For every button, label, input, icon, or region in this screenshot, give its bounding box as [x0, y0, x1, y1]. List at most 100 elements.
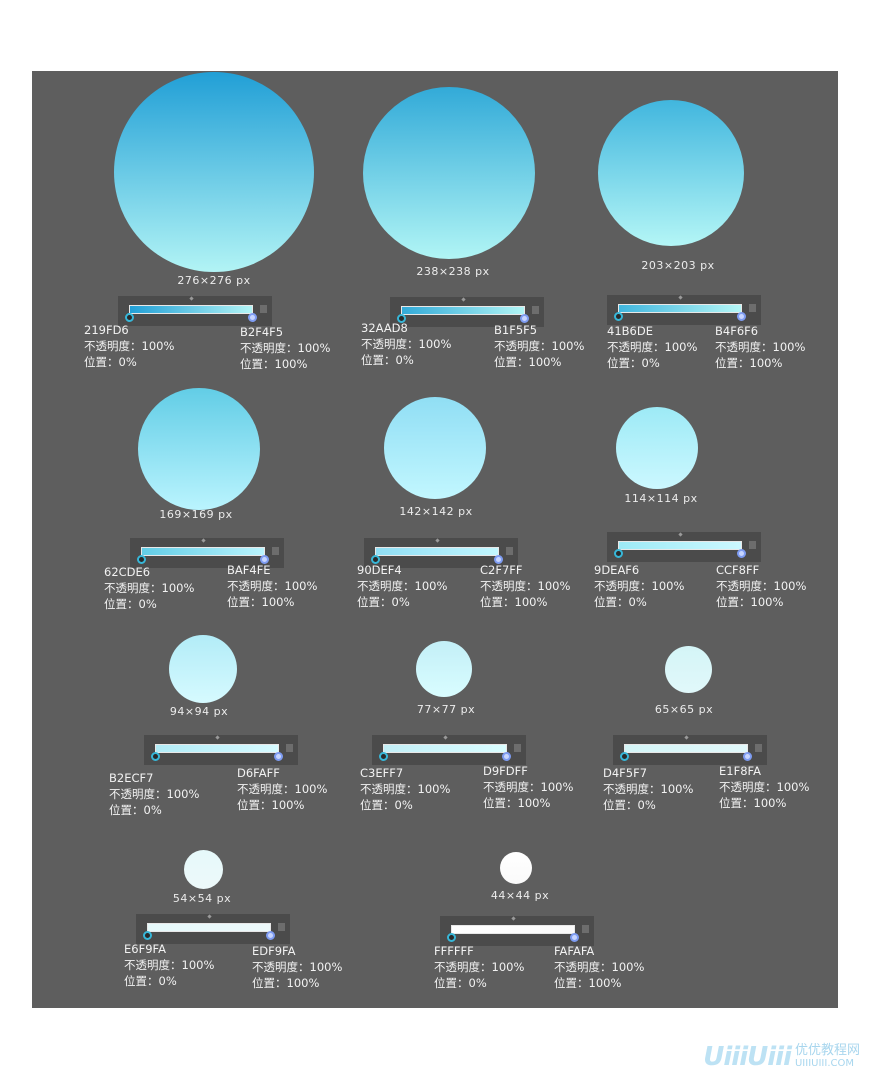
opacity-text: 不透明度：100%: [603, 782, 694, 796]
gradient-bar[interactable]: [618, 541, 742, 550]
gradient-editor[interactable]: [130, 538, 284, 568]
color-stop-right-handle[interactable]: [570, 933, 579, 942]
hex-code: 219FD6: [84, 323, 129, 337]
color-stop-right-handle[interactable]: [737, 312, 746, 321]
hex-code: 62CDE6: [104, 565, 151, 579]
color-stop-left-handle[interactable]: [614, 312, 623, 321]
position-text: 位置：0%: [109, 803, 162, 817]
gradient-editor[interactable]: [607, 532, 761, 562]
gradient-bar[interactable]: [383, 744, 507, 753]
gradient-bar[interactable]: [375, 547, 499, 556]
color-stop-right-handle[interactable]: [502, 752, 511, 761]
opacity-text: 不透明度：100%: [109, 787, 200, 801]
delete-stop-icon[interactable]: [514, 744, 521, 752]
midpoint-diamond-icon[interactable]: [678, 532, 683, 537]
color-stop-left-handle[interactable]: [371, 555, 380, 564]
position-text: 位置：100%: [483, 796, 551, 810]
color-stop-right-handle[interactable]: [248, 313, 257, 322]
gradient-circle: [114, 72, 314, 272]
hex-code: CCF8FF: [716, 563, 760, 577]
color-stop-left-handle[interactable]: [397, 314, 406, 323]
delete-stop-icon[interactable]: [749, 304, 756, 312]
opacity-text: 不透明度：100%: [434, 960, 525, 974]
end-stop-info: BAF4FE 不透明度：100% 位置：100%: [227, 562, 317, 610]
gradient-editor[interactable]: [390, 297, 544, 327]
gradient-editor[interactable]: [372, 735, 526, 765]
opacity-text: 不透明度：100%: [360, 782, 451, 796]
color-stop-left-handle[interactable]: [447, 933, 456, 942]
end-stop-info: E1F8FA 不透明度：100% 位置：100%: [719, 763, 809, 811]
opacity-text: 不透明度：100%: [483, 780, 574, 794]
color-stop-right-handle[interactable]: [737, 549, 746, 558]
color-stop-left-handle[interactable]: [151, 752, 160, 761]
color-stop-left-handle[interactable]: [614, 549, 623, 558]
delete-stop-icon[interactable]: [260, 305, 267, 313]
delete-stop-icon[interactable]: [278, 923, 285, 931]
gradient-editor[interactable]: [440, 916, 594, 946]
midpoint-diamond-icon[interactable]: [678, 295, 683, 300]
gradient-bar[interactable]: [147, 923, 271, 932]
midpoint-diamond-icon[interactable]: [511, 916, 516, 921]
color-stop-right-handle[interactable]: [494, 555, 503, 564]
gradient-editor[interactable]: [118, 296, 272, 326]
gradient-editor[interactable]: [613, 735, 767, 765]
delete-stop-icon[interactable]: [582, 925, 589, 933]
size-label: 94×94 px: [169, 705, 229, 718]
color-stop-left-handle[interactable]: [620, 752, 629, 761]
midpoint-diamond-icon[interactable]: [207, 914, 212, 919]
gradient-circle: [169, 635, 237, 703]
delete-stop-icon[interactable]: [755, 744, 762, 752]
opacity-text: 不透明度：100%: [252, 960, 343, 974]
start-stop-info: FFFFFF 不透明度：100% 位置：0%: [434, 943, 524, 991]
midpoint-diamond-icon[interactable]: [443, 735, 448, 740]
opacity-text: 不透明度：100%: [480, 579, 571, 593]
midpoint-diamond-icon[interactable]: [461, 297, 466, 302]
midpoint-diamond-icon[interactable]: [435, 538, 440, 543]
end-stop-info: CCF8FF 不透明度：100% 位置：100%: [716, 562, 806, 610]
position-text: 位置：100%: [237, 798, 305, 812]
color-stop-right-handle[interactable]: [274, 752, 283, 761]
color-stop-left-handle[interactable]: [137, 555, 146, 564]
gradient-bar[interactable]: [618, 304, 742, 313]
gradient-editor[interactable]: [364, 538, 518, 568]
color-stop-right-handle[interactable]: [520, 314, 529, 323]
hex-code: B1F5F5: [494, 323, 538, 337]
size-label: 203×203 px: [641, 259, 715, 272]
midpoint-diamond-icon[interactable]: [684, 735, 689, 740]
gradient-bar[interactable]: [129, 305, 253, 314]
color-stop-left-handle[interactable]: [143, 931, 152, 940]
delete-stop-icon[interactable]: [286, 744, 293, 752]
color-stop-right-handle[interactable]: [260, 555, 269, 564]
delete-stop-icon[interactable]: [272, 547, 279, 555]
color-stop-left-handle[interactable]: [379, 752, 388, 761]
delete-stop-icon[interactable]: [532, 306, 539, 314]
gradient-circle: [363, 87, 535, 259]
watermark-logo: UiiiUiii: [703, 1042, 792, 1072]
midpoint-diamond-icon[interactable]: [189, 296, 194, 301]
midpoint-diamond-icon[interactable]: [201, 538, 206, 543]
gradient-circle: [416, 641, 472, 697]
gradient-bar[interactable]: [451, 925, 575, 934]
gradient-circle: [500, 852, 532, 884]
gradient-bar[interactable]: [401, 306, 525, 315]
color-stop-right-handle[interactable]: [743, 752, 752, 761]
position-text: 位置：0%: [361, 353, 414, 367]
gradient-editor[interactable]: [144, 735, 298, 765]
gradient-bar[interactable]: [155, 744, 279, 753]
color-stop-right-handle[interactable]: [266, 931, 275, 940]
color-stop-left-handle[interactable]: [125, 313, 134, 322]
hex-code: 32AAD8: [361, 321, 408, 335]
gradient-editor[interactable]: [136, 914, 290, 944]
midpoint-diamond-icon[interactable]: [215, 735, 220, 740]
hex-code: BAF4FE: [227, 563, 271, 577]
position-text: 位置：0%: [607, 356, 660, 370]
delete-stop-icon[interactable]: [506, 547, 513, 555]
opacity-text: 不透明度：100%: [361, 337, 452, 351]
gradient-bar[interactable]: [141, 547, 265, 556]
gradient-editor[interactable]: [607, 295, 761, 325]
watermark-url: UIIIUIII.COM: [794, 1058, 854, 1069]
delete-stop-icon[interactable]: [749, 541, 756, 549]
gradient-bar[interactable]: [624, 744, 748, 753]
hex-code: FAFAFA: [554, 944, 595, 958]
start-stop-info: B2ECF7 不透明度：100% 位置：0%: [109, 770, 199, 818]
